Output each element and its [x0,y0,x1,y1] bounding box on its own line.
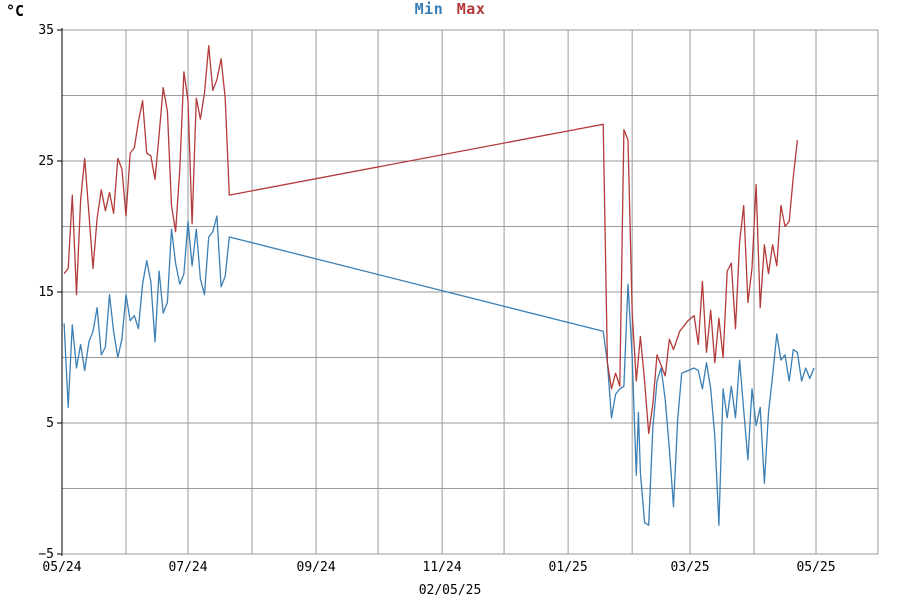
x-tick-label: 05/25 [796,560,835,575]
x-tick-label: 03/25 [670,560,709,575]
axes [57,28,878,556]
legend-min: Min [414,0,444,18]
x-tick-label: 07/24 [168,560,207,575]
legend: Min Max [0,0,900,18]
x-tick-label: 01/25 [549,560,588,575]
y-tick-label: 5 [46,416,54,431]
y-tick-label: 35 [38,23,54,38]
x-tick-label: 05/24 [42,560,81,575]
y-tick-label: 25 [38,154,54,169]
series-line-min [63,215,815,526]
grid-lines [61,29,879,555]
footer-date: 02/05/25 [418,583,482,598]
y-tick-label: 15 [38,285,54,300]
legend-max: Max [456,0,486,18]
series-lines [63,45,815,526]
y-tick-label: −5 [38,547,54,562]
x-tick-label: 09/24 [297,560,336,575]
x-tick-label: 11/24 [423,560,462,575]
tick-labels: 35 25 15 5 −505/24 07/24 09/24 11/24 01/25 03/25 0… [38,23,835,575]
unit-label: °C [6,2,25,20]
series-line-max [63,45,799,435]
